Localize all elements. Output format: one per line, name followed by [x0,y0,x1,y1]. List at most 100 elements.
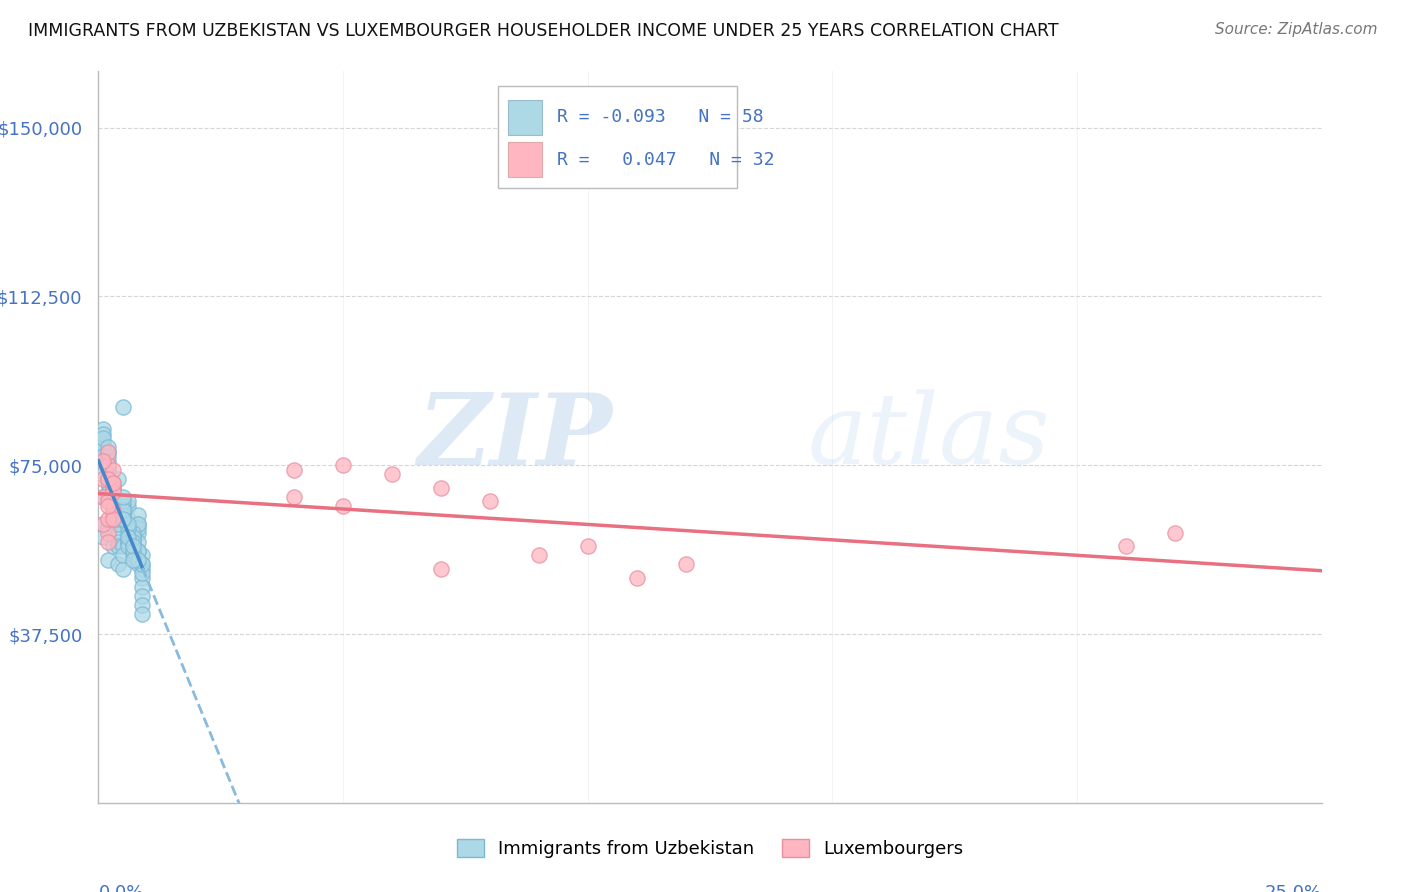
Point [101,485,124,500]
Point [97,485,120,500]
Point [127,516,149,531]
Point [91,453,114,467]
Point [1115,539,1137,553]
Point [97,534,120,549]
Text: 25.0%: 25.0% [1264,884,1322,892]
Point [111,562,134,576]
Point [91,516,114,531]
Point [111,548,134,562]
Point [131,558,153,572]
Point [97,494,120,508]
Point [101,503,124,517]
Point [117,516,139,531]
Point [101,503,124,517]
Point [111,539,134,553]
Point [131,558,153,572]
Text: R = -0.093   N = 58: R = -0.093 N = 58 [557,109,763,127]
Point [97,476,120,491]
Point [131,607,153,621]
Point [117,530,139,544]
Point [127,553,149,567]
Point [97,458,120,473]
Point [97,521,120,535]
Point [107,516,129,531]
Point [107,534,129,549]
Point [121,530,143,544]
Point [97,472,120,486]
Point [121,543,143,558]
Point [430,562,453,576]
Point [111,503,134,517]
Point [478,494,501,508]
Point [381,467,404,482]
Point [332,458,354,473]
Point [91,490,114,504]
Point [127,516,149,531]
Point [101,481,124,495]
Point [127,525,149,540]
Point [101,494,124,508]
Point [111,508,134,522]
Point [127,558,149,572]
Text: R =   0.047   N = 32: R = 0.047 N = 32 [557,151,775,169]
Point [97,472,120,486]
Point [430,481,453,495]
Point [101,490,124,504]
Point [111,494,134,508]
Point [107,512,129,526]
Point [675,558,697,572]
Point [121,553,143,567]
Point [121,539,143,553]
Text: atlas: atlas [808,390,1050,484]
Point [101,512,124,526]
Point [107,525,129,540]
Point [97,476,120,491]
Point [121,534,143,549]
Point [117,516,139,531]
Point [283,463,305,477]
Point [131,562,153,576]
Point [121,548,143,562]
Point [626,571,648,585]
Point [111,499,134,513]
Point [117,534,139,549]
Point [101,512,124,526]
Point [97,499,120,513]
Point [91,435,114,450]
Point [576,539,599,553]
Point [91,422,114,436]
Point [527,548,550,562]
Point [101,503,124,517]
Point [117,512,139,526]
Point [101,508,124,522]
Point [131,598,153,612]
Point [97,458,120,473]
Point [131,566,153,581]
Point [97,525,120,540]
Point [97,458,120,473]
Point [101,490,124,504]
Point [131,571,153,585]
Point [111,490,134,504]
Point [101,481,124,495]
Point [97,472,120,486]
Point [117,521,139,535]
Point [121,543,143,558]
Point [127,543,149,558]
Text: ZIP: ZIP [418,389,612,485]
Point [97,463,120,477]
Point [131,548,153,562]
Point [101,476,124,491]
Point [127,508,149,522]
Point [91,431,114,445]
Point [91,490,114,504]
Point [107,539,129,553]
Point [97,553,120,567]
Point [101,508,124,522]
Point [97,463,120,477]
Point [101,494,124,508]
Point [91,516,114,531]
Point [101,476,124,491]
Text: Source: ZipAtlas.com: Source: ZipAtlas.com [1215,22,1378,37]
Point [121,539,143,553]
